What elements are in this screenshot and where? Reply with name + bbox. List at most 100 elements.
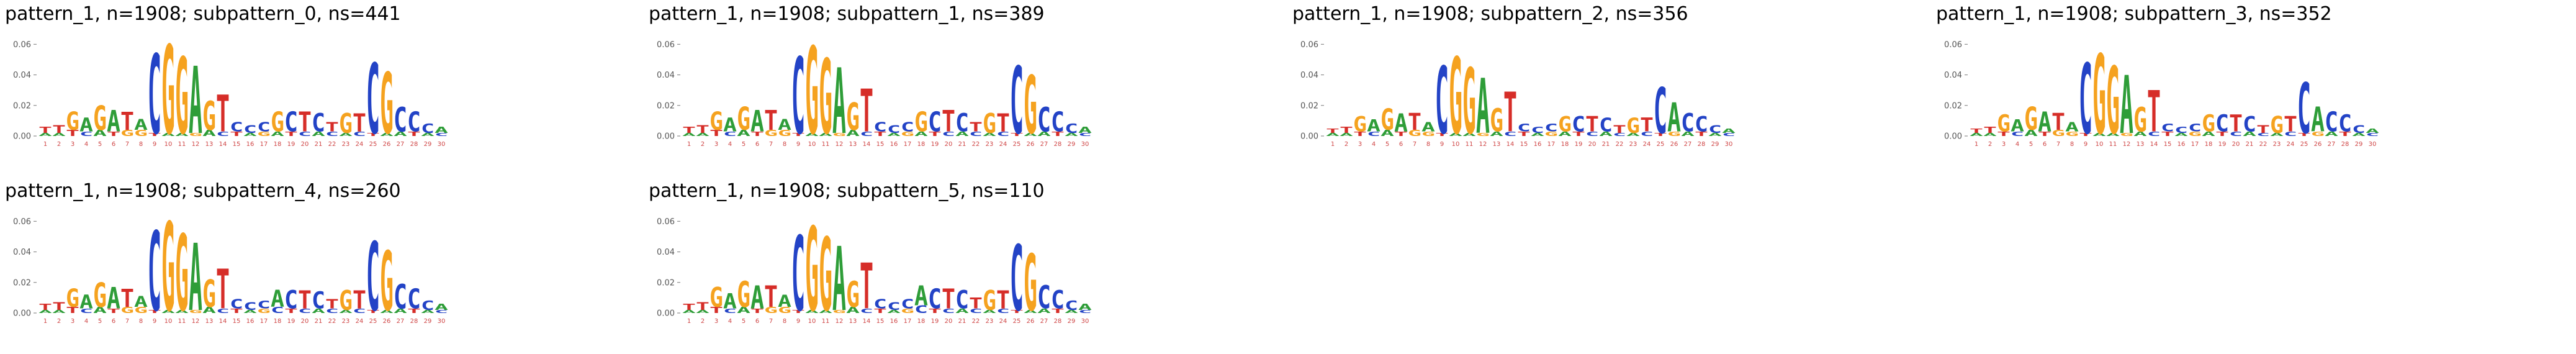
logo-letter-C: C bbox=[230, 120, 243, 135]
logo-letter-C: C bbox=[860, 307, 873, 314]
logo-letter-G: G bbox=[764, 128, 778, 138]
x-tick-label: 23 bbox=[1629, 141, 1637, 148]
x-tick-label: 29 bbox=[424, 318, 432, 325]
x-tick-label: 20 bbox=[1588, 141, 1596, 148]
x-tick-label: 23 bbox=[2273, 141, 2281, 148]
x-tick-label: 28 bbox=[1698, 141, 1706, 148]
logo-letter-G: G bbox=[134, 128, 148, 138]
logo-letter-A: A bbox=[2352, 132, 2366, 137]
logo-letter-A: A bbox=[2174, 132, 2188, 137]
logo-letter-T: T bbox=[791, 132, 805, 137]
logo-letter-T: T bbox=[230, 307, 243, 314]
logo-letter-T: T bbox=[2297, 132, 2311, 137]
logo-letter-C: C bbox=[312, 287, 325, 314]
y-tick-label: 0.04 bbox=[657, 71, 675, 80]
logo-letter-C: C bbox=[353, 130, 366, 137]
x-tick-label: 29 bbox=[1711, 141, 1719, 148]
logo-letter-A: A bbox=[394, 130, 407, 137]
x-tick-label: 27 bbox=[397, 141, 405, 148]
logo-letter-A: A bbox=[1037, 130, 1051, 137]
y-tick-label: 0.00 bbox=[13, 132, 31, 141]
y-tick-label: 0.02 bbox=[657, 101, 675, 111]
x-tick-label: 21 bbox=[315, 141, 323, 148]
logo-letter-C: C bbox=[1531, 125, 1544, 135]
x-tick-label: 7 bbox=[769, 141, 773, 148]
x-tick-label: 23 bbox=[342, 141, 350, 148]
logo-letter-G: G bbox=[134, 305, 148, 315]
logo-letter-C: C bbox=[2215, 110, 2229, 137]
logo-letter-T: T bbox=[1326, 127, 1340, 134]
logo-letter-C: C bbox=[407, 283, 421, 315]
logo-letter-C: C bbox=[1051, 106, 1065, 138]
x-tick-label: 1 bbox=[43, 318, 47, 325]
logo-letter-C: C bbox=[435, 132, 448, 137]
logo-letter-C: C bbox=[1065, 121, 1078, 136]
x-tick-label: 5 bbox=[2029, 141, 2033, 148]
logo-letter-C: C bbox=[1037, 100, 1051, 139]
x-tick-label: 15 bbox=[876, 318, 885, 325]
logo-letter-C: C bbox=[2174, 125, 2188, 135]
logo-letter-T: T bbox=[298, 106, 312, 138]
logo-letter-T: T bbox=[1970, 127, 1983, 134]
logo-letter-G: G bbox=[1626, 113, 1640, 137]
logo-letter-A: A bbox=[79, 114, 93, 135]
x-tick-label: 26 bbox=[2314, 141, 2322, 148]
logo-letter-T: T bbox=[2051, 108, 2065, 135]
logo-letter-T: T bbox=[1585, 112, 1599, 136]
x-tick-label: 25 bbox=[369, 318, 377, 325]
y-tick-label: 0.06 bbox=[657, 217, 675, 226]
logo-letter-A: A bbox=[2024, 128, 2038, 138]
x-tick-label: 6 bbox=[112, 318, 115, 325]
logo-letter-G: G bbox=[983, 107, 996, 139]
logo-letter-G: G bbox=[2270, 111, 2284, 138]
logo-letter-A: A bbox=[421, 132, 435, 137]
logo-letter-A: A bbox=[1394, 107, 1408, 137]
x-tick-label: 30 bbox=[2369, 141, 2377, 148]
logo-letter-G: G bbox=[120, 305, 134, 315]
panel-title: pattern_1, n=1908; subpattern_2, ns=356 bbox=[1292, 3, 1688, 25]
logo-letter-A: A bbox=[750, 279, 764, 315]
logo-letter-A: A bbox=[2011, 116, 2024, 135]
logo-letter-A: A bbox=[2120, 59, 2133, 152]
logo-letter-G: G bbox=[764, 305, 778, 315]
x-tick-label: 3 bbox=[714, 141, 718, 148]
logo-letter-G: G bbox=[2202, 110, 2215, 137]
logo-letter-T: T bbox=[1394, 130, 1408, 137]
x-tick-label: 24 bbox=[356, 318, 364, 325]
logo-letter-T: T bbox=[1340, 125, 1353, 135]
x-tick-label: 22 bbox=[1616, 141, 1624, 148]
logo-letter-T: T bbox=[1051, 130, 1065, 137]
logo-panel: pattern_1, n=1908; subpattern_3, ns=352 … bbox=[1931, 0, 2575, 177]
x-tick-label: 8 bbox=[2070, 141, 2074, 148]
logo-letter-T: T bbox=[107, 130, 120, 137]
x-tick-label: 20 bbox=[945, 141, 953, 148]
logo-letter-A: A bbox=[2325, 130, 2338, 137]
logo-letter-C: C bbox=[996, 130, 1010, 137]
logo-letter-A: A bbox=[2133, 130, 2147, 137]
logo-letter-C: C bbox=[901, 297, 914, 312]
x-tick-label: 3 bbox=[71, 141, 74, 148]
logo-letter-C: C bbox=[1367, 130, 1380, 137]
logo-letter-A: A bbox=[805, 132, 819, 137]
logo-letter-A: A bbox=[914, 280, 928, 312]
x-tick-label: 2 bbox=[701, 318, 705, 325]
logo-letter-A: A bbox=[1421, 120, 1435, 135]
logo-letter-T: T bbox=[750, 307, 764, 314]
logo-letter-A: A bbox=[134, 293, 148, 310]
logo-letter-T: T bbox=[1010, 132, 1024, 137]
logo-letter-T: T bbox=[1010, 309, 1024, 314]
x-tick-label: 26 bbox=[1670, 141, 1678, 148]
logo-letter-A: A bbox=[312, 307, 325, 314]
logo-letter-T: T bbox=[120, 283, 134, 312]
x-tick-label: 17 bbox=[260, 318, 268, 325]
sequence-logo-chart: 0.000.020.040.061AT2AT3TG4CA5AG6TA7GT8GA… bbox=[1944, 32, 2379, 158]
logo-letter-G: G bbox=[846, 274, 860, 315]
x-tick-label: 21 bbox=[958, 141, 966, 148]
logo-letter-G: G bbox=[778, 305, 791, 315]
logo-letter-G: G bbox=[2106, 47, 2120, 154]
x-tick-label: 5 bbox=[742, 141, 745, 148]
logo-letter-C: C bbox=[2147, 130, 2161, 137]
logo-letter-A: A bbox=[1599, 130, 1613, 137]
logo-letter-C: C bbox=[2243, 112, 2256, 136]
logo-letter-A: A bbox=[1983, 132, 1997, 137]
